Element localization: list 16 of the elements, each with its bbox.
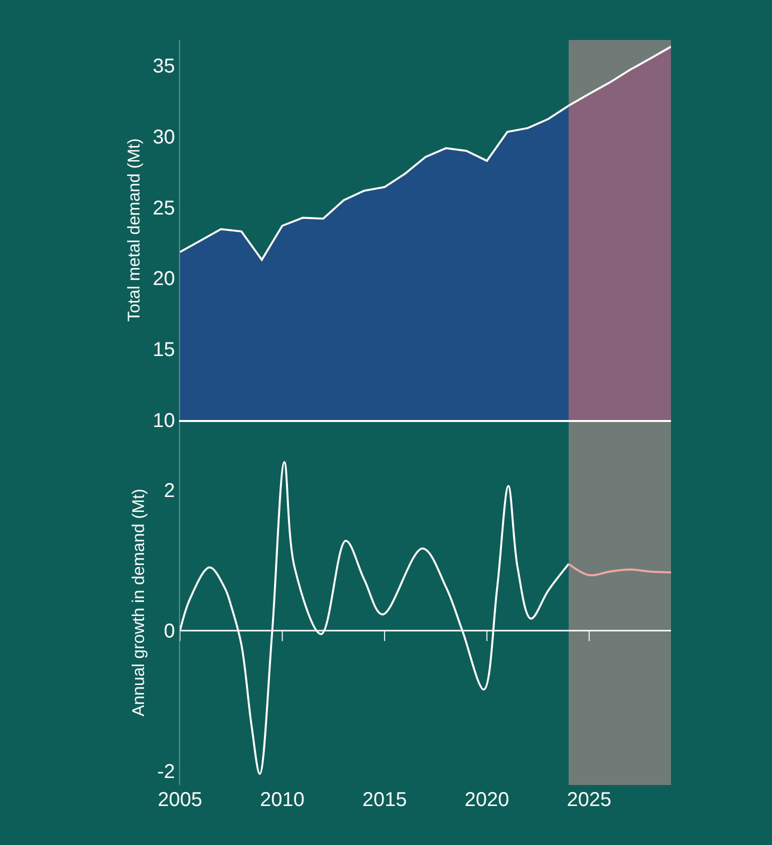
y-axis-title: Annual growth in demand (Mt): [128, 488, 148, 716]
x-tick-label: 2005: [158, 789, 202, 811]
y-tick-label: 25: [152, 197, 175, 220]
y-tick-label: 30: [152, 126, 175, 148]
y-tick-label: 2: [164, 480, 175, 502]
y-tick-label: 10: [152, 410, 175, 432]
y-axis-title: Total metal demand (Mt): [124, 138, 144, 322]
y-tick-label: 35: [152, 56, 175, 78]
x-tick-label: 2020: [464, 789, 510, 811]
x-tick-label: 2015: [362, 789, 407, 811]
y-tick-label: 0: [164, 620, 175, 643]
y-tick-label: -2: [157, 760, 175, 783]
y-tick-label: 15: [152, 339, 175, 362]
x-tick-label: 2010: [260, 789, 305, 811]
y-tick-label: 20: [152, 268, 175, 290]
x-tick-label: 2025: [566, 789, 612, 811]
